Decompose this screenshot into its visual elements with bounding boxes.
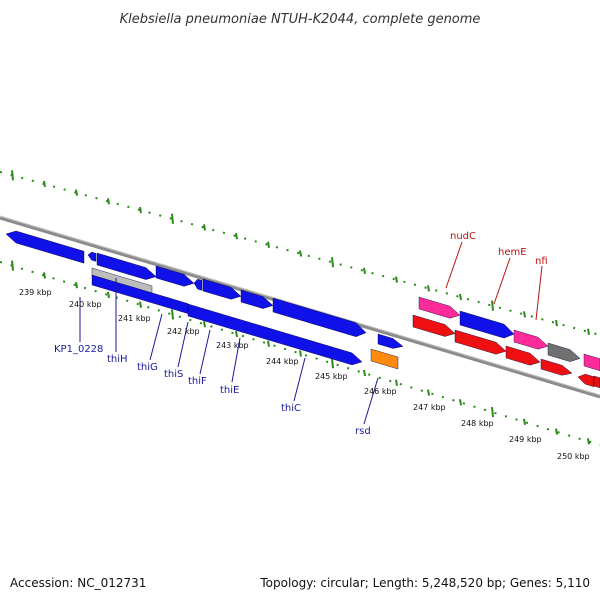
gene-thig xyxy=(155,265,195,287)
outer-ring-tick xyxy=(555,319,558,327)
inner-ring-tick xyxy=(43,272,46,279)
inner-ring-tick xyxy=(107,291,110,299)
inner-ring-tick xyxy=(171,309,174,320)
outer-ring-tick xyxy=(171,213,174,224)
kbp-label-247: 247 kbp xyxy=(413,403,446,412)
label-leaders xyxy=(79,241,543,425)
inner-ring-tick xyxy=(331,358,334,369)
gene-red-1 xyxy=(412,314,456,337)
gene-label-thif: thiF xyxy=(188,376,207,387)
outer-ring-tick xyxy=(523,311,526,318)
inner-ring-tick xyxy=(267,340,270,347)
outer-ring-tick xyxy=(587,328,590,335)
inner-ring-tick xyxy=(491,406,494,418)
outer-ring-tick xyxy=(363,267,366,275)
kbp-label-250: 250 kbp xyxy=(557,452,590,461)
outer-ring-tick xyxy=(11,170,14,181)
gene-red-5 xyxy=(577,373,595,388)
outer-ring-tick xyxy=(331,257,334,268)
gene-label-this: thiS xyxy=(164,369,183,380)
kbp-label-242: 242 kbp xyxy=(167,327,200,336)
gene-label-thig: thiG xyxy=(137,362,158,373)
gene-features xyxy=(5,230,600,389)
outer-dotted-ring xyxy=(0,171,600,336)
kbp-label-249: 249 kbp xyxy=(509,435,542,444)
accession-text: Accession: NC_012731 xyxy=(10,576,147,590)
gene-heme xyxy=(459,310,515,339)
gene-thih xyxy=(96,252,157,280)
kbp-label-243: 243 kbp xyxy=(216,341,249,350)
inner-ring-tick xyxy=(395,379,398,386)
gene-small-left xyxy=(87,251,97,262)
gene-red-3 xyxy=(505,345,541,366)
genome-backbone-highlight xyxy=(0,215,600,396)
kbp-label-240: 240 kbp xyxy=(69,300,102,309)
kbp-label-245: 245 kbp xyxy=(315,372,348,381)
gene-nudc xyxy=(418,296,461,319)
gene-red-6 xyxy=(593,375,600,389)
outer-ring-tick xyxy=(203,224,206,231)
gene-label-rsd: rsd xyxy=(355,426,371,437)
outer-ring-tick xyxy=(299,250,302,257)
gene-red-4 xyxy=(540,358,573,376)
inner-ring-tick xyxy=(139,301,142,308)
gene-thif xyxy=(202,278,242,300)
kbp-label-239: 239 kbp xyxy=(19,288,52,297)
outer-ring-tick xyxy=(43,180,46,188)
inner-ring-tick xyxy=(299,350,302,357)
gene-rsd xyxy=(370,348,399,370)
outer-ring-tick xyxy=(395,276,398,283)
kbp-label-246: 246 kbp xyxy=(364,387,397,396)
inner-ring-tick xyxy=(75,282,78,289)
outer-ring-tick xyxy=(235,232,238,240)
gene-label-thie: thiE xyxy=(220,385,239,396)
inner-ring-tick xyxy=(427,389,430,396)
outer-ring-tick xyxy=(75,189,78,196)
inner-ring-tick xyxy=(235,330,238,338)
inner-ring-tick xyxy=(11,260,14,271)
gene-thic xyxy=(272,297,367,337)
gene-nfi xyxy=(513,329,549,350)
inner-tick-marks xyxy=(11,260,590,445)
gene-pink-end xyxy=(583,353,600,372)
gene-label-thic: thiC xyxy=(281,403,301,414)
outer-ring-tick xyxy=(491,300,494,311)
kbp-label-241: 241 kbp xyxy=(118,314,151,323)
gene-this xyxy=(193,278,203,291)
outer-tick-marks xyxy=(11,170,590,335)
inner-ring-tick xyxy=(555,428,558,435)
kbp-label-244: 244 kbp xyxy=(266,357,299,366)
gene-label-heme: hemE xyxy=(498,247,527,258)
genome-summary-text: Topology: circular; Length: 5,248,520 bp… xyxy=(260,576,590,590)
gene-gray xyxy=(547,342,581,362)
map-title: Klebsiella pneumoniae NTUH-K2044, comple… xyxy=(120,12,481,27)
inner-ring-tick xyxy=(203,321,206,328)
gene-rsd-upper xyxy=(377,333,404,349)
gene-thie xyxy=(240,289,274,309)
inner-ring-tick xyxy=(459,399,462,406)
gene-lower-blue-2 xyxy=(187,303,363,366)
inner-ring-tick xyxy=(587,438,590,445)
outer-ring-tick xyxy=(139,206,142,214)
gene-label-nfi: nfi xyxy=(535,256,548,267)
gene-red-2 xyxy=(454,329,507,355)
kbp-label-248: 248 kbp xyxy=(461,419,494,428)
gene-kp1-0228 xyxy=(5,230,85,264)
outer-ring-tick xyxy=(459,293,462,301)
gene-label-thih: thiH xyxy=(107,354,128,365)
outer-ring-tick xyxy=(267,241,270,248)
gene-label-nudc: nudC xyxy=(450,231,476,242)
inner-ring-tick xyxy=(523,418,526,425)
outer-ring-tick xyxy=(427,285,430,292)
gene-label-kp1-0228: KP1_0228 xyxy=(54,344,103,355)
inner-ring-tick xyxy=(363,369,366,377)
outer-ring-tick xyxy=(107,198,110,205)
